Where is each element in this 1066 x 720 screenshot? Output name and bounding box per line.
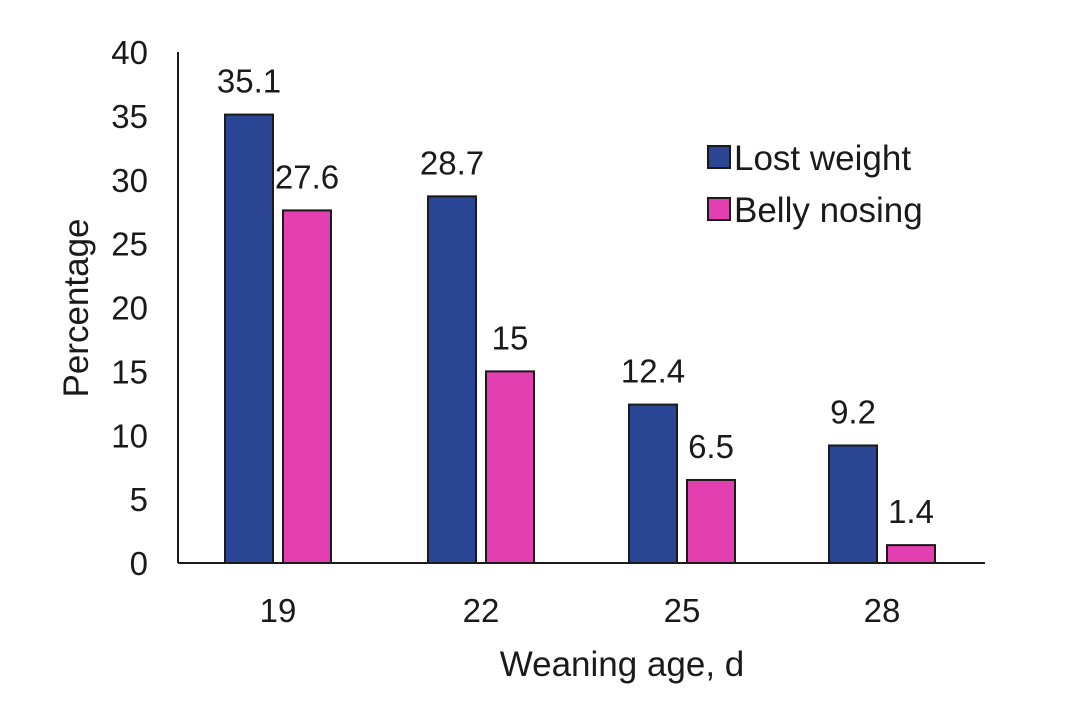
x-axis-title: Weaning age, d [500, 645, 745, 684]
y-tick-label: 10 [111, 417, 148, 454]
y-tick-label: 20 [111, 290, 148, 327]
data-label-belly-nosing: 27.6 [275, 158, 339, 195]
bar-belly-nosing [686, 478, 736, 564]
y-tick-label: 0 [130, 545, 148, 582]
legend-swatch-belly-nosing [707, 197, 731, 221]
y-tick-label: 25 [111, 226, 148, 263]
y-tick-label: 40 [111, 34, 148, 71]
bar-lost-weight [628, 403, 678, 564]
data-label-lost-weight: 35.1 [217, 63, 281, 100]
bar-lost-weight [828, 444, 878, 564]
data-label-lost-weight: 9.2 [830, 393, 876, 430]
y-tick-label: 15 [111, 353, 148, 390]
x-axis-ticks: 19 22 25 28 [260, 592, 901, 629]
bars [224, 113, 936, 564]
bar-belly-nosing [886, 544, 936, 564]
data-label-lost-weight: 28.7 [420, 144, 484, 181]
data-label-belly-nosing: 1.4 [888, 493, 934, 530]
data-label-lost-weight: 12.4 [621, 353, 685, 390]
y-axis-title: Percentage [57, 218, 96, 397]
x-tick-label: 22 [463, 592, 500, 629]
y-tick-label: 35 [111, 98, 148, 135]
bar-lost-weight [224, 113, 274, 564]
y-axis-ticks: 0 5 10 15 20 25 30 35 40 [111, 34, 148, 582]
data-label-belly-nosing: 15 [492, 319, 529, 356]
legend-label-lost-weight: Lost weight [734, 139, 911, 178]
data-label-belly-nosing: 6.5 [688, 428, 734, 465]
x-tick-label: 19 [260, 592, 297, 629]
bar-belly-nosing [282, 209, 332, 564]
y-tick-label: 30 [111, 162, 148, 199]
legend-swatch-lost-weight [707, 145, 731, 169]
bar-lost-weight [427, 195, 477, 564]
x-tick-label: 28 [864, 592, 901, 629]
bar-belly-nosing [485, 370, 535, 564]
legend-label-belly-nosing: Belly nosing [734, 191, 923, 230]
x-tick-label: 25 [664, 592, 701, 629]
y-tick-label: 5 [130, 481, 148, 518]
data-labels: 35.1 27.6 28.7 15 12.4 6.5 9.2 1.4 [217, 63, 934, 531]
legend: Lost weight Belly nosing [707, 139, 923, 230]
